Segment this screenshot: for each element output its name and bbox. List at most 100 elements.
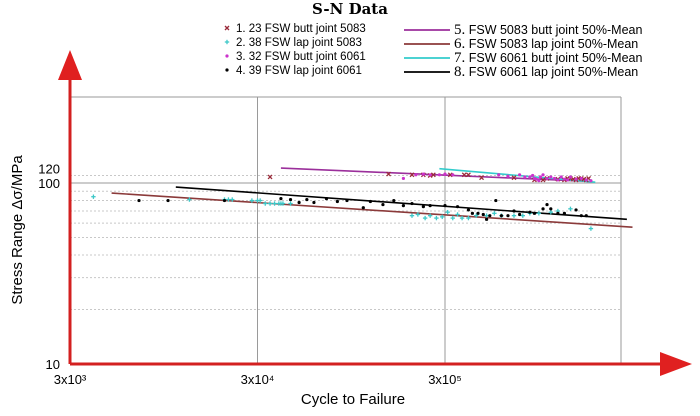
data-point [470, 211, 474, 215]
data-point [528, 175, 532, 179]
data-point [410, 201, 414, 206]
data-points [91, 171, 594, 231]
data-point [447, 172, 453, 178]
data-point [511, 175, 517, 181]
data-point [312, 200, 316, 205]
data-point [512, 209, 516, 213]
legend-marker [225, 68, 229, 72]
legend-entry: 3. 32 FSW butt joint 6061 [236, 51, 366, 63]
x-tick-label: 3x10⁵ [428, 372, 462, 387]
legend-marker [224, 39, 230, 45]
data-point [272, 201, 277, 206]
data-point [534, 177, 538, 181]
legend-entry: 6. FSW 5083 lap joint 50%-Mean [454, 36, 638, 52]
data-point [548, 209, 554, 215]
data-point [568, 175, 573, 179]
data-point [450, 215, 455, 221]
data-point [421, 205, 425, 209]
data-point [443, 172, 447, 176]
data-point [409, 213, 415, 218]
data-point [562, 177, 567, 181]
data-point [484, 217, 489, 221]
data-point [415, 212, 421, 217]
data-point [528, 210, 532, 214]
data-point [538, 175, 543, 179]
x-axis-title: Cycle to Failure [301, 391, 405, 408]
y-tick-label: 100 [38, 176, 60, 191]
data-point [494, 198, 498, 203]
data-point [579, 176, 583, 181]
data-point [137, 198, 141, 203]
data-point [484, 213, 489, 218]
data-point [541, 173, 545, 177]
legend-entry: 1. 23 FSW butt joint 5083 [236, 23, 366, 35]
chart-title: S-N Data [312, 0, 388, 18]
data-point [451, 173, 455, 177]
data-point [584, 178, 588, 182]
data-point [440, 214, 445, 220]
data-point [540, 177, 546, 183]
legend-marker [224, 25, 230, 31]
data-point [545, 176, 549, 181]
legend-entry: 2. 38 FSW lap joint 5083 [236, 37, 362, 49]
data-point [392, 198, 396, 203]
data-point [430, 172, 436, 178]
fit-line [111, 192, 633, 228]
data-point [541, 207, 545, 211]
data-point [588, 226, 594, 231]
data-point [574, 177, 578, 181]
data-point [428, 173, 432, 177]
data-point [466, 208, 471, 212]
data-point [422, 215, 428, 221]
data-point [584, 214, 588, 218]
data-point [545, 202, 549, 207]
y-tick-label: 120 [38, 162, 60, 177]
data-point [552, 176, 557, 181]
data-point [465, 172, 471, 178]
data-point [455, 212, 460, 217]
data-point [492, 211, 497, 216]
data-point [443, 204, 447, 208]
data-point [506, 214, 510, 218]
data-point [523, 175, 527, 179]
x-axis-arrow [660, 352, 692, 376]
legend-entry: 7. FSW 6061 butt joint 50%-Mean [454, 50, 642, 66]
data-point [297, 200, 301, 205]
data-point [506, 174, 510, 178]
data-point [511, 213, 517, 218]
data-point [226, 197, 231, 202]
fit-line [175, 186, 627, 221]
data-point [263, 201, 268, 206]
data-point [230, 197, 235, 202]
data-point [381, 202, 385, 207]
data-point [461, 172, 467, 178]
data-point [91, 194, 96, 199]
data-point [532, 211, 537, 215]
y-axis-arrow [58, 50, 82, 80]
legend-entry: 5. FSW 5083 butt joint 50%-Mean [454, 22, 642, 38]
data-point [549, 175, 553, 179]
data-point [324, 196, 329, 201]
y-tick-label: 10 [46, 357, 60, 372]
data-point [549, 207, 553, 211]
data-point [361, 206, 365, 210]
data-point [556, 178, 560, 182]
data-point [280, 201, 286, 206]
data-point [401, 176, 406, 181]
data-point [428, 204, 432, 208]
data-point [335, 199, 339, 204]
data-point [401, 204, 406, 208]
data-point [562, 211, 567, 215]
y-axis-title: Stress Range Δσ/MPa [9, 155, 26, 305]
data-point [459, 215, 465, 221]
data-point [445, 209, 450, 215]
data-point [556, 211, 560, 215]
grid [70, 96, 622, 364]
legend: 1. 23 FSW butt joint 5083 2. 38 FSW lap j… [224, 22, 642, 80]
legend-entry: 8. FSW 6061 lap joint 50%-Mean [454, 64, 638, 80]
data-point [473, 213, 479, 218]
data-point [187, 197, 192, 202]
data-point [479, 175, 485, 181]
